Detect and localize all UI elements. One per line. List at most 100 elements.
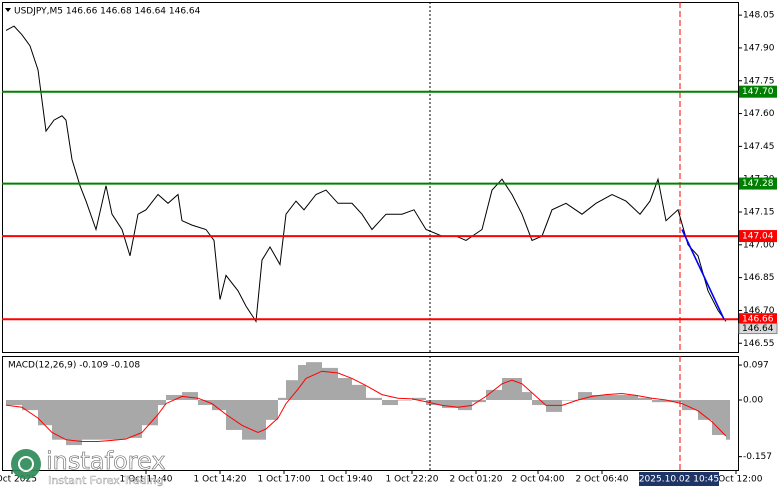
x-tick-label: 2 Oct 01:20	[450, 475, 503, 485]
histogram-bar	[142, 400, 158, 426]
histogram-bar	[182, 392, 198, 401]
level-label: 147.70	[742, 87, 774, 97]
histogram-bar	[442, 400, 458, 408]
level-label: 146.66	[742, 315, 774, 325]
x-tick-label: 1 Oct 2025	[0, 475, 37, 485]
tagline: Instant Forex Trading	[48, 474, 164, 487]
y-tick-label: 0.00	[743, 396, 763, 406]
y-tick-label: 147.90	[743, 43, 775, 53]
histogram-bar	[458, 400, 472, 411]
histogram-bar	[266, 400, 278, 420]
histogram-bar	[112, 400, 126, 440]
histogram-bar	[726, 400, 730, 440]
y-tick-label: 147.45	[743, 142, 775, 152]
histogram-bar	[412, 397, 426, 401]
x-tick-label: 2 Oct 06:40	[576, 475, 629, 485]
histogram-bar	[226, 400, 242, 430]
x-tick-label: 2 Oct 04:00	[512, 475, 565, 485]
histogram-bar	[298, 365, 306, 401]
price-line	[5, 25, 727, 323]
level-label: 147.28	[742, 179, 774, 189]
histogram-bar	[522, 392, 532, 401]
plot-layer: USDJPY,M5 146.66 146.68 146.64 146.64 148…	[0, 2, 778, 486]
y-tick-label: 146.55	[743, 339, 775, 349]
brand: instaforex	[46, 447, 166, 475]
logo-ring	[18, 456, 34, 472]
histogram-bar	[198, 400, 212, 406]
logo-icon	[11, 449, 41, 479]
histogram-bar	[398, 400, 412, 401]
histogram-bar	[712, 400, 726, 436]
histogram-bar	[578, 392, 592, 401]
histogram-bar	[286, 380, 298, 401]
histogram-bar	[212, 400, 226, 411]
histogram-bar	[366, 397, 382, 401]
signal-line	[5, 370, 727, 442]
histogram-bar	[622, 394, 638, 401]
x-tick-label: 2 Oct 12:00	[710, 475, 763, 485]
histogram-bar	[502, 378, 512, 401]
level-label-box	[739, 177, 777, 190]
panel-title: MACD(12,26,9) -0.109 -0.108	[8, 361, 140, 371]
histogram-bar	[652, 400, 666, 403]
histogram-bar	[98, 400, 112, 440]
last-price-box	[738, 323, 778, 335]
histogram-bar	[512, 378, 522, 401]
histogram-bar	[606, 394, 622, 401]
y-tick-label: 147.60	[743, 109, 775, 119]
x-tick-label: 1 Oct 14:20	[194, 475, 247, 485]
y-tick-label: 146.85	[743, 273, 775, 283]
histogram-bar	[382, 400, 398, 406]
histogram-bar	[258, 400, 266, 440]
histogram-bar	[546, 400, 562, 412]
histogram-bar	[66, 400, 82, 446]
histogram-bar	[278, 397, 286, 401]
level-label-box	[739, 313, 777, 326]
y-tick-label: 146.70	[743, 306, 775, 316]
y-tick-label: 0.097	[743, 361, 769, 371]
histogram-bar	[166, 394, 182, 401]
histogram-bar	[6, 400, 22, 406]
cursor-label: 2025.10.02 10:45	[639, 475, 719, 485]
histogram-bar	[322, 367, 338, 401]
x-tick-label: 1 Oct 19:40	[320, 475, 373, 485]
level-label-box	[739, 85, 777, 98]
macd-panel	[2, 356, 739, 471]
level-label: 147.04	[742, 232, 774, 242]
histogram-bar	[592, 394, 606, 401]
histogram-bar	[22, 400, 38, 411]
y-tick-label: 147.00	[743, 240, 775, 250]
histogram-bar	[352, 384, 366, 401]
y-tick-label: 147.15	[743, 208, 775, 218]
histogram-bar	[242, 400, 258, 440]
level-label-box	[739, 230, 777, 243]
histogram-bar	[158, 400, 166, 406]
y-tick-label: 147.75	[743, 76, 775, 86]
histogram-bar	[682, 400, 698, 411]
title-arrow	[5, 8, 11, 12]
price-panel	[2, 2, 739, 353]
histogram-bar	[486, 389, 502, 401]
histogram-bar	[338, 378, 352, 401]
histogram-bar	[532, 400, 546, 406]
x-tick-label: 1 Oct 11:40	[120, 475, 173, 485]
x-tick-label: 1 Oct 22:20	[386, 475, 439, 485]
y-tick-label: 148.05	[743, 11, 775, 21]
histogram-bar	[38, 400, 52, 426]
histogram-bar	[638, 397, 652, 401]
histogram-bar	[426, 400, 442, 406]
trend-line	[681, 229, 725, 320]
cursor-label-box	[639, 472, 719, 486]
histogram-bar	[126, 400, 142, 438]
histogram-bar	[562, 400, 578, 401]
histogram-bar	[52, 400, 66, 440]
y-tick-label: -0.157	[743, 452, 772, 462]
histogram-bar	[698, 400, 712, 420]
x-tick-label: 1 Oct 17:00	[258, 475, 311, 485]
watermark: instaforex Instant Forex Trading	[11, 447, 166, 487]
histogram-bar	[666, 400, 682, 403]
histogram-bar	[306, 362, 322, 401]
panel-title: USDJPY,M5 146.66 146.68 146.64 146.64	[14, 7, 201, 17]
histogram-bar	[82, 400, 98, 440]
